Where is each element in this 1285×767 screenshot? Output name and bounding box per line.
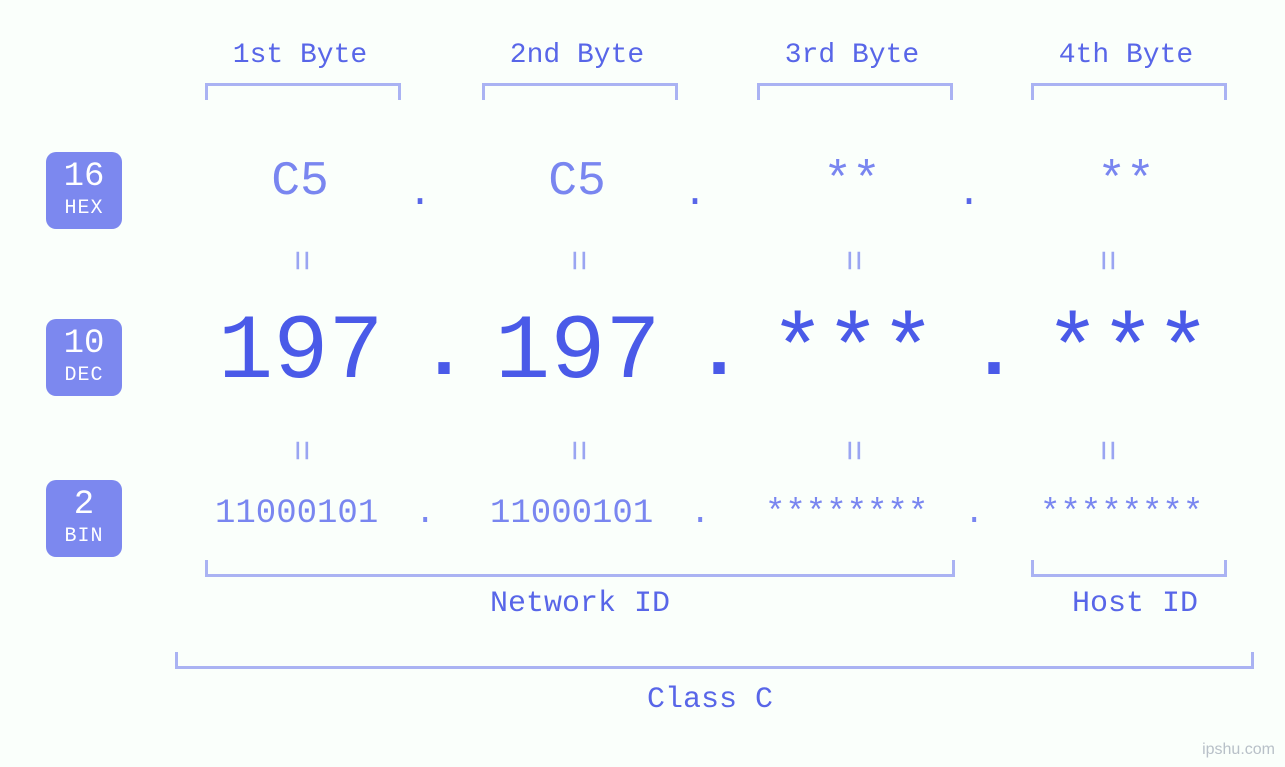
hex-byte-2: C5 <box>447 155 707 209</box>
byte-header-3: 3rd Byte <box>732 40 972 71</box>
hex-byte-4: ** <box>996 155 1256 209</box>
bin-byte-4: ******** <box>1040 495 1203 533</box>
bin-byte-2: 11000101 <box>490 495 653 533</box>
bracket-byte-4 <box>1031 83 1227 100</box>
badge-bin-num: 2 <box>46 488 122 524</box>
bin-sep-3: . <box>964 495 984 533</box>
eq-1-1: = <box>280 241 321 281</box>
dec-sep-3: . <box>970 308 1018 399</box>
badge-hex: 16 HEX <box>46 152 122 229</box>
dec-byte-1: 197 <box>218 300 384 405</box>
bracket-byte-1 <box>205 83 401 100</box>
bracket-host <box>1031 560 1227 577</box>
hex-byte-3: ** <box>722 155 982 209</box>
bracket-byte-2 <box>482 83 678 100</box>
ip-diagram: 1st Byte 2nd Byte 3rd Byte 4th Byte 16 H… <box>0 0 1285 767</box>
hex-sep-1: . <box>408 172 432 217</box>
badge-hex-lbl: HEX <box>46 198 122 219</box>
eq-1-3: = <box>832 241 873 281</box>
bracket-network <box>205 560 955 577</box>
bin-sep-2: . <box>690 495 710 533</box>
dec-byte-3: *** <box>770 300 936 405</box>
dec-sep-2: . <box>695 308 743 399</box>
badge-dec-lbl: DEC <box>46 365 122 386</box>
byte-header-2: 2nd Byte <box>457 40 697 71</box>
badge-bin-lbl: BIN <box>46 526 122 547</box>
bracket-class <box>175 652 1254 669</box>
eq-1-2: = <box>557 241 598 281</box>
dec-byte-4: *** <box>1045 300 1211 405</box>
eq-2-1: = <box>280 431 321 471</box>
eq-2-4: = <box>1086 431 1127 471</box>
bin-byte-1: 11000101 <box>215 495 378 533</box>
eq-2-3: = <box>832 431 873 471</box>
dec-sep-1: . <box>420 308 468 399</box>
hex-sep-2: . <box>683 172 707 217</box>
label-host-id: Host ID <box>1055 587 1215 621</box>
bracket-byte-3 <box>757 83 953 100</box>
eq-1-4: = <box>1086 241 1127 281</box>
bin-sep-1: . <box>415 495 435 533</box>
hex-byte-1: C5 <box>170 155 430 209</box>
label-network-id: Network ID <box>480 587 680 621</box>
eq-2-2: = <box>557 431 598 471</box>
byte-header-4: 4th Byte <box>1006 40 1246 71</box>
watermark: ipshu.com <box>1202 741 1275 759</box>
byte-header-1: 1st Byte <box>180 40 420 71</box>
bin-byte-3: ******** <box>765 495 928 533</box>
badge-dec: 10 DEC <box>46 319 122 396</box>
badge-hex-num: 16 <box>46 160 122 196</box>
badge-dec-num: 10 <box>46 327 122 363</box>
badge-bin: 2 BIN <box>46 480 122 557</box>
hex-sep-3: . <box>957 172 981 217</box>
label-class: Class C <box>610 683 810 717</box>
dec-byte-2: 197 <box>495 300 661 405</box>
